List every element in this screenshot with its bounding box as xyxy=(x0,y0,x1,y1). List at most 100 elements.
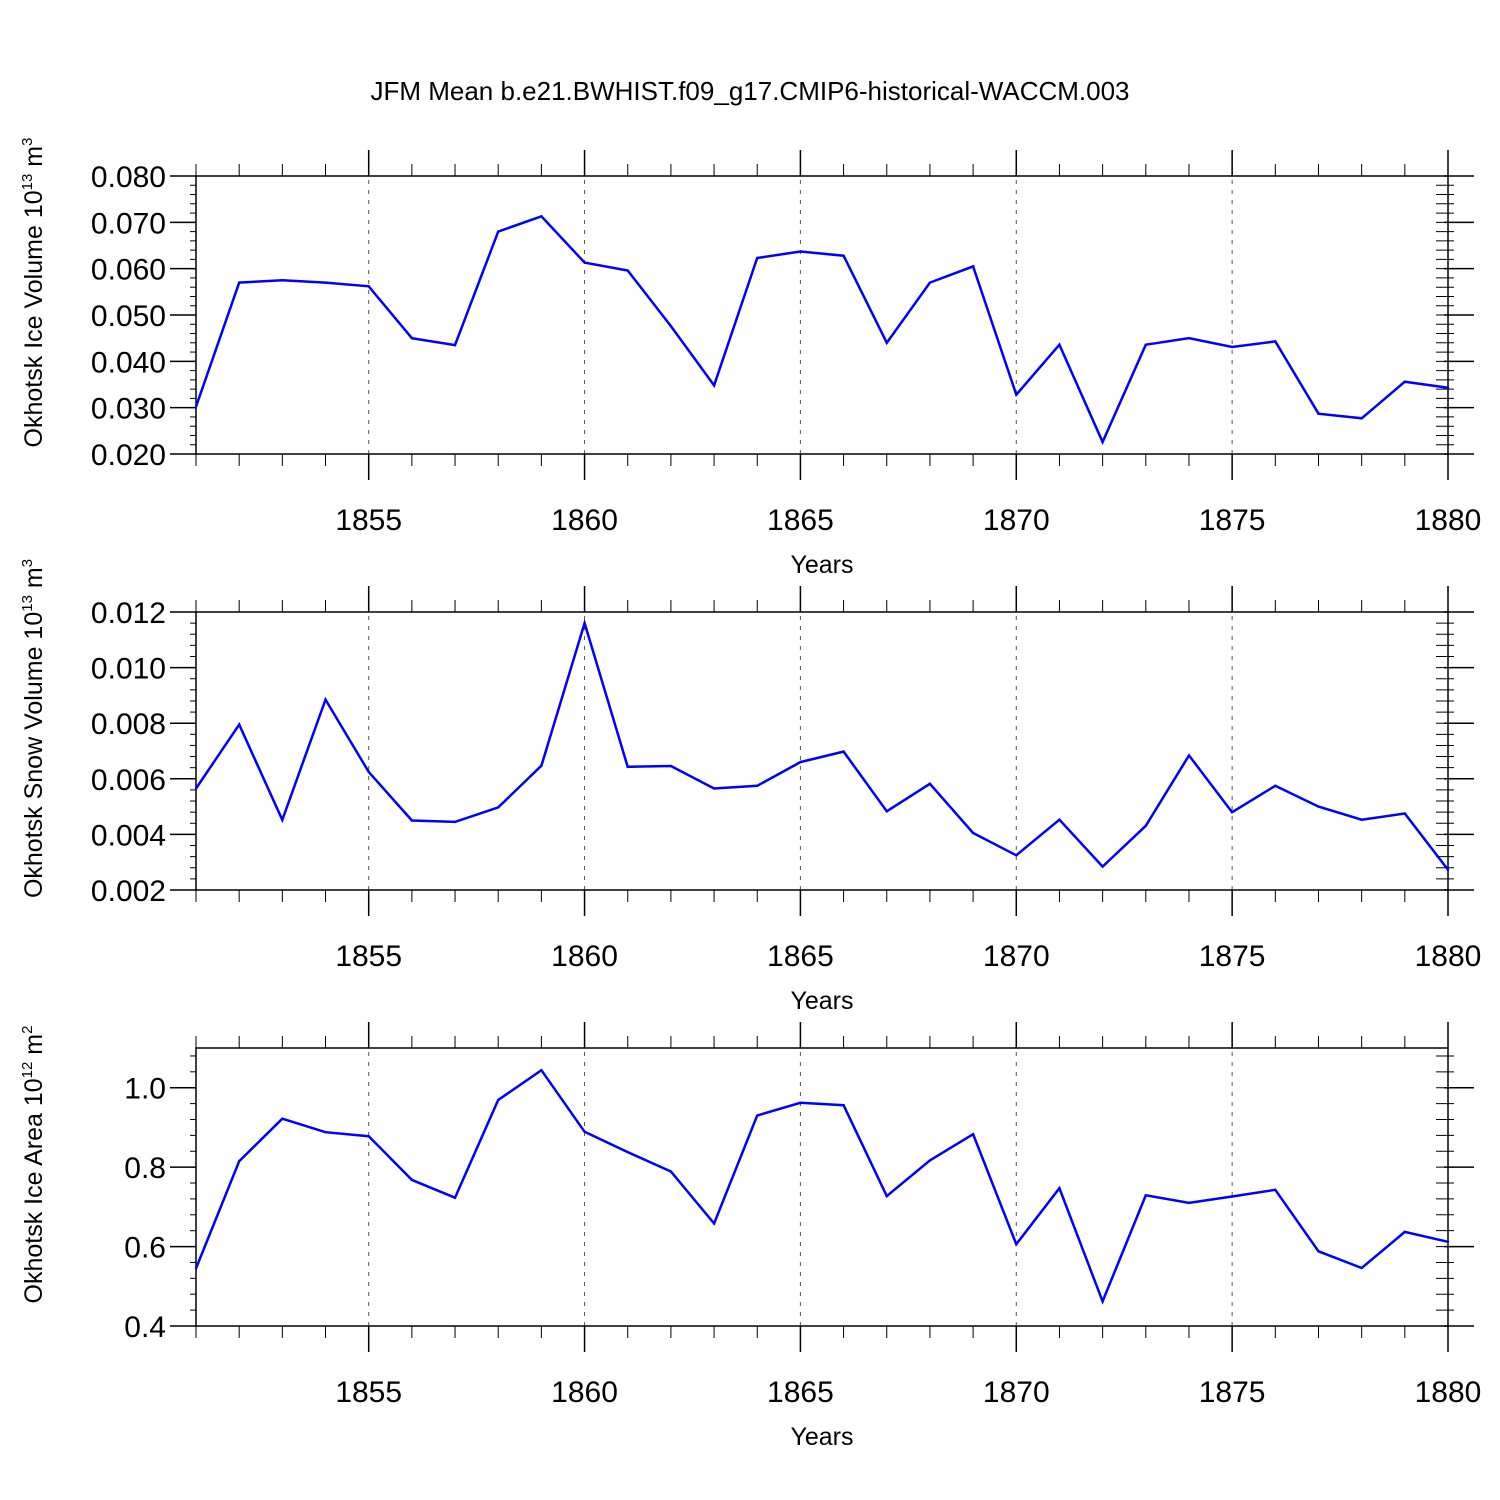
data-point xyxy=(971,831,975,835)
data-point xyxy=(1360,818,1363,821)
data-point xyxy=(367,770,370,774)
x-tick-label: 1880 xyxy=(1415,504,1482,537)
panels: 0.020 0.030 0.040 0.050 0.060 0.070 0.080 1855 1… xyxy=(19,138,1481,1451)
data-point xyxy=(799,1101,802,1105)
y-axis-label-unit: m xyxy=(20,146,48,174)
y-tick-label: 0.006 xyxy=(91,764,166,797)
data-point xyxy=(497,230,500,233)
data-point xyxy=(583,1130,586,1133)
y-tick-label: 0.004 xyxy=(91,819,166,852)
data-point xyxy=(928,1159,932,1162)
x-tick-label: 1860 xyxy=(551,940,618,973)
x-tick-label: 1865 xyxy=(767,1376,834,1409)
y-tick-label: 0.030 xyxy=(91,393,166,426)
data-point xyxy=(497,806,500,809)
panel-3: 0.4 0.6 0.8 1.0 1855 1860 1865 1870 1875 1880 Year… xyxy=(19,1022,1481,1451)
data-point xyxy=(626,269,629,272)
data-point xyxy=(410,1178,414,1182)
x-tick-label: 1875 xyxy=(1199,504,1266,537)
data-point xyxy=(1274,1188,1277,1191)
data-point xyxy=(453,1196,457,1199)
data-point xyxy=(453,820,457,824)
data-point xyxy=(281,1117,284,1120)
data-point xyxy=(1101,440,1104,444)
y-axis-label-unit: m xyxy=(20,1034,48,1062)
series-line xyxy=(194,618,1449,871)
data-point xyxy=(1317,805,1320,808)
x-tick-label: 1865 xyxy=(767,504,834,537)
y-tick-label: 0.020 xyxy=(91,439,166,472)
data-point xyxy=(928,782,932,786)
y-tick-label: 0.050 xyxy=(91,300,166,333)
x-tick-label: 1875 xyxy=(1199,1376,1266,1409)
data-point xyxy=(324,281,327,284)
data-point xyxy=(1446,386,1450,389)
y-tick-label: 0.8 xyxy=(124,1152,166,1185)
x-tick-label: 1875 xyxy=(1199,940,1266,973)
data-point xyxy=(626,765,629,769)
data-point xyxy=(1144,343,1147,346)
y-axis-label-unit: m xyxy=(20,567,48,595)
data-point xyxy=(281,279,284,282)
y-axis-label-text: Okhotsk Snow Volume 10 xyxy=(20,612,48,898)
data-point xyxy=(971,265,975,268)
data-point xyxy=(1144,1194,1147,1197)
data-point xyxy=(756,1114,759,1117)
x-tick-label: 1880 xyxy=(1415,1376,1482,1409)
x-tick-label: 1855 xyxy=(335,940,402,973)
y-tick-label: 0.012 xyxy=(91,597,166,630)
plot-frame xyxy=(195,611,1449,891)
x-tick-label: 1855 xyxy=(335,1376,402,1409)
panel-2: 0.002 0.004 0.006 0.008 0.010 0.012 1855 1860 18… xyxy=(19,559,1481,1015)
data-point xyxy=(799,760,802,764)
data-point xyxy=(1403,380,1407,383)
y-tick-label: 0.002 xyxy=(91,875,166,908)
data-point xyxy=(583,261,586,264)
data-point xyxy=(669,324,673,328)
data-point xyxy=(885,810,888,813)
y-axis-label: Okhotsk Ice Volume 1013 m3 xyxy=(19,138,48,448)
data-point xyxy=(1360,417,1363,420)
data-point xyxy=(885,1194,888,1198)
data-point xyxy=(712,384,716,387)
plot-frame xyxy=(195,175,1449,455)
data-point xyxy=(540,1069,543,1072)
x-tick-label: 1865 xyxy=(767,940,834,973)
y-axis-label-text: Okhotsk Ice Volume 10 xyxy=(20,190,48,447)
x-axis-label: Years xyxy=(790,551,853,579)
data-point xyxy=(1230,810,1234,814)
y-axis-label-unit-exponent: 3 xyxy=(19,559,36,567)
x-tick-label: 1870 xyxy=(983,1376,1050,1409)
y-tick-label: 0.008 xyxy=(91,708,166,741)
series-line xyxy=(194,214,1449,446)
data-point xyxy=(669,764,673,768)
data-point xyxy=(194,405,198,408)
data-point xyxy=(885,341,888,344)
data-point xyxy=(367,1134,370,1138)
y-axis-label: Okhotsk Ice Area 1012 m2 xyxy=(19,1026,48,1304)
data-point xyxy=(410,819,414,822)
data-point xyxy=(1274,784,1277,787)
data-point xyxy=(1187,1201,1191,1205)
data-point xyxy=(410,336,414,340)
x-tick-label: 1860 xyxy=(551,1376,618,1409)
y-tick-label: 1.0 xyxy=(124,1073,166,1106)
data-point xyxy=(367,285,370,288)
data-point xyxy=(971,1132,975,1136)
data-point xyxy=(1101,1300,1104,1303)
data-point xyxy=(756,784,759,787)
x-axis-label: Years xyxy=(790,1423,853,1451)
data-point xyxy=(324,698,327,701)
x-tick-label: 1870 xyxy=(983,504,1050,537)
y-tick-label: 0.080 xyxy=(91,161,166,194)
x-tick-label: 1855 xyxy=(335,504,402,537)
data-point xyxy=(799,250,802,253)
data-point xyxy=(928,281,932,284)
y-tick-label: 0.040 xyxy=(91,346,166,379)
data-point xyxy=(540,764,543,767)
data-point xyxy=(237,281,241,284)
data-point xyxy=(1403,1230,1407,1234)
y-tick-label: 0.4 xyxy=(124,1311,166,1344)
y-tick-label: 0.070 xyxy=(91,207,166,240)
x-tick-label: 1860 xyxy=(551,504,618,537)
